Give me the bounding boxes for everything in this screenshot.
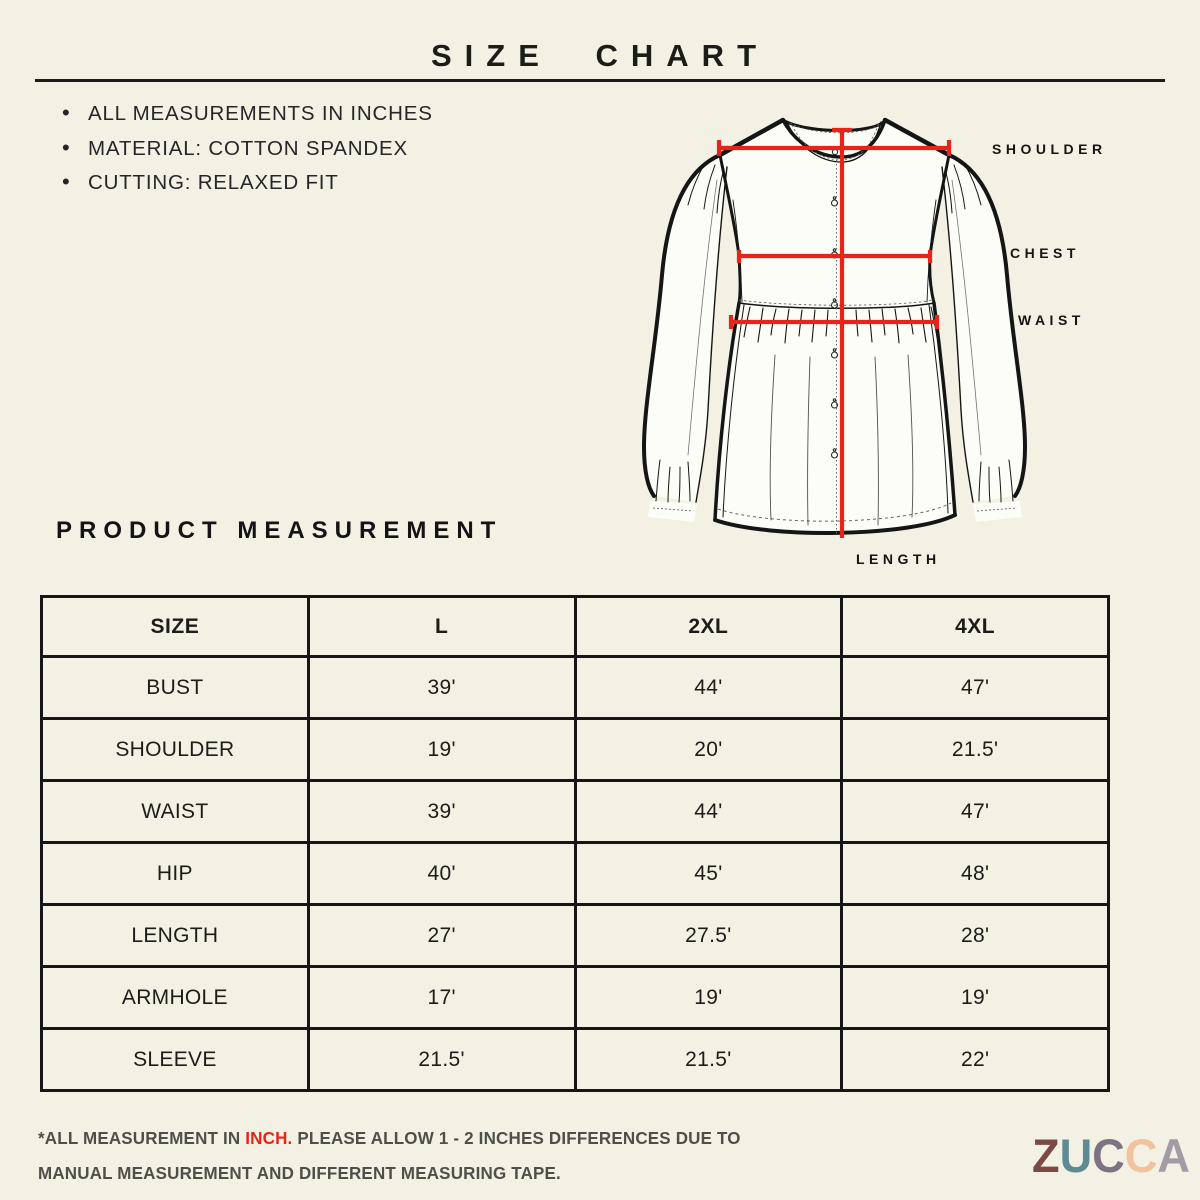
table-row: WAIST 39' 44' 47' [40, 779, 1110, 844]
cell-value: 27' [306, 903, 577, 968]
row-label: SLEEVE [40, 1027, 310, 1092]
brand-logo: ZUCCA [1032, 1128, 1190, 1183]
diagram-label-length: LENGTH [856, 551, 941, 567]
note-item: MATERIAL: COTTON SPANDEX [62, 131, 433, 166]
disclaimer-prefix: *ALL MEASUREMENT IN [38, 1128, 246, 1148]
table-row: HIP 40' 45' 48' [40, 841, 1110, 906]
brand-letter: C [1092, 1129, 1125, 1182]
cell-value: 45' [573, 841, 844, 906]
page-title: SIZE CHART [431, 38, 769, 73]
column-header-4xl: 4XL [840, 595, 1110, 658]
cell-value: 22' [840, 1027, 1110, 1092]
cell-value: 47' [840, 779, 1110, 844]
cell-value: 17' [306, 965, 577, 1030]
table-row: LENGTH 27' 27.5' 28' [40, 903, 1110, 968]
cell-value: 39' [306, 655, 577, 720]
disclaimer-highlight: INCH. [245, 1128, 293, 1148]
column-header-size: SIZE [40, 595, 310, 658]
brand-letter: A [1157, 1129, 1190, 1182]
diagram-label-chest: CHEST [1010, 245, 1080, 261]
table-header-row: SIZE L 2XL 4XL [40, 595, 1110, 658]
table-row: BUST 39' 44' 47' [40, 655, 1110, 720]
cell-value: 19' [840, 965, 1110, 1030]
shoulder-line [716, 140, 952, 156]
cell-value: 44' [573, 779, 844, 844]
row-label: SHOULDER [40, 717, 310, 782]
disclaimer-note: *ALL MEASUREMENT IN INCH. PLEASE ALLOW 1… [38, 1121, 814, 1191]
cell-value: 21.5' [840, 717, 1110, 782]
table-row: SHOULDER 19' 20' 21.5' [40, 717, 1110, 782]
row-label: WAIST [40, 779, 310, 844]
table-row: ARMHOLE 17' 19' 19' [40, 965, 1110, 1030]
row-label: ARMHOLE [40, 965, 310, 1030]
diagram-label-shoulder: SHOULDER [992, 141, 1107, 157]
cell-value: 20' [573, 717, 844, 782]
cell-value: 39' [306, 779, 577, 844]
cell-value: 21.5' [306, 1027, 577, 1092]
cell-value: 47' [840, 655, 1110, 720]
diagram-label-waist: WAIST [1018, 312, 1085, 328]
cell-value: 19' [306, 717, 577, 782]
cell-value: 48' [840, 841, 1110, 906]
cell-value: 21.5' [573, 1027, 844, 1092]
title-divider [35, 79, 1165, 82]
product-notes: ALL MEASUREMENTS IN INCHES MATERIAL: COT… [62, 96, 433, 200]
table-row: SLEEVE 21.5' 21.5' 22' [40, 1027, 1110, 1092]
row-label: BUST [40, 655, 310, 720]
measurement-lines [716, 127, 952, 538]
section-title: PRODUCT MEASUREMENT [56, 517, 503, 544]
cell-value: 40' [306, 841, 577, 906]
measurement-table: SIZE L 2XL 4XL BUST 39' 44' 47' SHOULDER… [40, 595, 1110, 1092]
cell-value: 28' [840, 903, 1110, 968]
garment-illustration [641, 117, 1028, 538]
row-label: HIP [40, 841, 310, 906]
note-item: CUTTING: RELAXED FIT [62, 165, 433, 200]
brand-letter: C [1124, 1129, 1158, 1182]
cell-value: 44' [573, 655, 844, 720]
cell-value: 27.5' [573, 903, 844, 968]
chest-line [736, 250, 933, 263]
brand-letter: Z [1032, 1129, 1060, 1182]
row-label: LENGTH [40, 903, 310, 968]
cell-value: 19' [573, 965, 844, 1030]
disclaimer-suffix: PLEASE ALLOW 1 - 2 INCHES DIFFERENCES DU… [38, 1128, 741, 1183]
length-line [832, 127, 852, 538]
column-header-2xl: 2XL [573, 595, 844, 658]
waist-line [728, 315, 940, 329]
brand-letter: U [1059, 1129, 1093, 1182]
column-header-l: L [306, 595, 577, 658]
note-item: ALL MEASUREMENTS IN INCHES [62, 96, 433, 131]
